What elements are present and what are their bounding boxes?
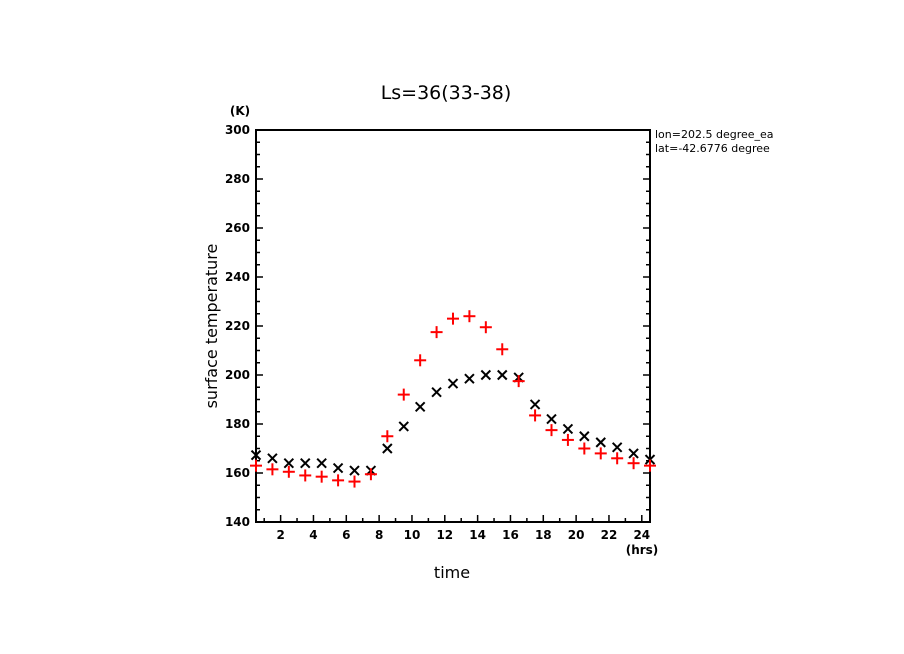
y-tick-label: 160: [225, 466, 250, 480]
x-unit-label: (hrs): [626, 543, 659, 557]
data-point-x: [595, 437, 606, 448]
x-tick-label: 20: [568, 528, 585, 542]
data-point-plus: [332, 474, 345, 487]
data-point-x: [414, 401, 426, 413]
x-tick-label: 6: [342, 528, 350, 542]
y-tick-label: 280: [225, 172, 250, 186]
data-point-x: [283, 457, 295, 469]
y-tick-label: 180: [225, 417, 250, 431]
data-point-plus: [627, 457, 640, 470]
data-point-plus: [315, 470, 328, 483]
y-tick-label: 200: [225, 368, 250, 382]
x-axis-label: time: [434, 563, 470, 582]
data-point-x: [250, 449, 262, 461]
data-point-plus: [299, 469, 312, 482]
data-point-plus: [266, 463, 279, 476]
data-point-plus: [430, 326, 443, 339]
annotation-lon: lon=202.5 degree_ea: [655, 128, 774, 141]
data-point-plus: [282, 465, 295, 478]
data-point-x: [464, 373, 475, 384]
data-point-x: [644, 454, 656, 465]
data-point-plus: [364, 468, 377, 481]
x-tick-label: 18: [535, 528, 552, 542]
data-point-plus: [561, 433, 574, 446]
data-point-plus: [512, 375, 525, 388]
data-point-x: [349, 465, 360, 476]
y-unit-label: (K): [230, 104, 250, 118]
data-point-x: [480, 369, 492, 381]
x-tick-label: 14: [469, 528, 486, 542]
data-point-plus: [348, 475, 361, 488]
data-point-x: [562, 423, 574, 435]
chart-title: Ls=36(33-38): [381, 82, 512, 104]
x-tick-label: 10: [404, 528, 421, 542]
data-point-x: [332, 462, 344, 474]
data-point-x: [447, 378, 459, 389]
data-point-x: [300, 457, 311, 469]
data-point-plus: [381, 430, 394, 443]
annotation-lat: lat=-42.6776 degree: [655, 142, 770, 155]
data-point-x: [398, 421, 409, 432]
data-point-x: [267, 453, 278, 464]
y-tick-label: 300: [225, 123, 250, 137]
data-point-plus: [529, 409, 542, 422]
data-point-plus: [578, 442, 591, 455]
x-tick-label: 4: [309, 528, 317, 542]
data-point-plus: [250, 459, 262, 472]
data-point-x: [431, 386, 442, 398]
data-point-plus: [479, 321, 492, 334]
data-point-x: [611, 442, 623, 453]
data-point-x: [382, 443, 393, 454]
data-point-plus: [594, 447, 607, 460]
y-tick-label: 220: [225, 319, 250, 333]
annotation-clip-mask: [780, 125, 904, 160]
y-tick-label: 140: [225, 515, 250, 529]
data-point-plus: [463, 310, 476, 323]
data-point-x: [579, 431, 590, 442]
data-point-plus: [611, 452, 624, 465]
data-point-plus: [545, 424, 558, 437]
x-tick-label: 2: [276, 528, 284, 542]
data-point-x: [628, 448, 639, 459]
data-point-x: [546, 413, 557, 425]
data-point-plus: [447, 312, 459, 325]
x-tick-label: 8: [375, 528, 383, 542]
data-point-x: [316, 457, 327, 469]
x-tick-label: 24: [633, 528, 650, 542]
x-tick-label: 16: [502, 528, 519, 542]
x-tick-label: 12: [436, 528, 453, 542]
y-axis-label: surface temperature: [202, 244, 221, 409]
data-point-x: [529, 399, 541, 410]
x-tick-label: 22: [601, 528, 618, 542]
y-tick-label: 240: [225, 270, 250, 284]
data-point-plus: [496, 343, 509, 356]
y-tick-label: 260: [225, 221, 250, 235]
data-point-x: [497, 369, 508, 381]
data-point-plus: [414, 354, 427, 367]
plot-frame: [255, 129, 651, 523]
data-point-plus: [397, 388, 410, 401]
data-point-plus: [644, 459, 656, 472]
